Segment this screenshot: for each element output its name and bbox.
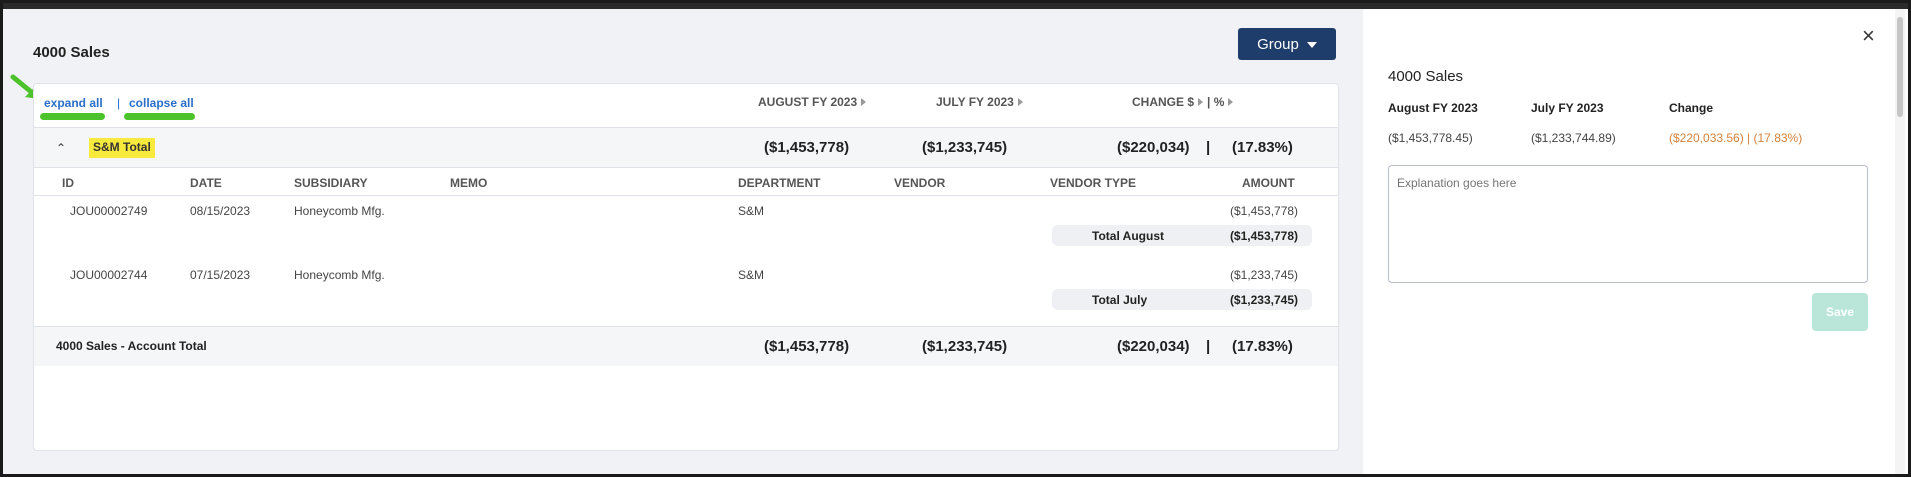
side-val-august: ($1,453,778.45)	[1388, 131, 1473, 145]
caret-down-icon	[1306, 42, 1317, 48]
total-august-row: Total August ($1,453,778)	[1052, 225, 1312, 246]
side-val-change: ($220,033.56) | (17.83%)	[1669, 131, 1803, 145]
close-icon[interactable]: ×	[1862, 23, 1875, 48]
expand-underline	[40, 113, 105, 120]
side-col-change: Change	[1669, 101, 1714, 115]
row1-amount: ($1,453,778)	[1230, 204, 1299, 218]
dh-vendor: VENDOR	[894, 176, 946, 190]
col-july[interactable]: JULY FY 2023	[936, 95, 1023, 109]
row1-department: S&M	[738, 204, 765, 218]
row2-id: JOU00002744	[70, 268, 148, 282]
total-august-value: ($1,453,778)	[1229, 229, 1298, 243]
sort-triangle-icon	[1228, 98, 1234, 106]
explanation-panel: × 4000 Sales August FY 2023 July FY 2023…	[1363, 9, 1908, 474]
top-strip	[3, 3, 1908, 9]
row2-amount: ($1,233,745)	[1230, 268, 1299, 282]
col-august[interactable]: AUGUST FY 2023	[758, 95, 867, 109]
dh-memo: MEMO	[450, 176, 488, 190]
group-july: ($1,233,745)	[922, 139, 1008, 156]
explanation-input[interactable]	[1388, 165, 1868, 283]
dh-department: DEPARTMENT	[738, 176, 821, 190]
row2-department: S&M	[738, 268, 765, 282]
account-change: ($220,034)	[1117, 338, 1190, 355]
collapse-underline	[124, 113, 195, 120]
report-header: expand all | collapse all AUGUST FY 2023…	[34, 84, 1338, 128]
account-pct: (17.83%)	[1232, 338, 1293, 355]
detail-header: ID DATE SUBSIDIARY MEMO DEPARTMENT VENDO…	[34, 168, 1338, 196]
collapse-all-link[interactable]: collapse all	[129, 96, 194, 110]
side-val-july: ($1,233,744.89)	[1531, 131, 1616, 145]
side-col-july: July FY 2023	[1531, 101, 1604, 115]
sort-triangle-icon	[1198, 98, 1204, 106]
row1-subsidiary: Honeycomb Mfg.	[294, 204, 385, 218]
page-title: 4000 Sales	[33, 44, 110, 61]
row2-subsidiary: Honeycomb Mfg.	[294, 268, 385, 282]
chevron-up-icon[interactable]: ⌃	[56, 141, 67, 155]
scrollbar[interactable]	[1895, 9, 1905, 474]
report-panel: 4000 Sales Group expand all | collapse a…	[3, 9, 1363, 474]
total-july-value: ($1,233,745)	[1229, 293, 1298, 307]
save-button[interactable]: Save	[1812, 293, 1868, 331]
dh-date: DATE	[190, 176, 222, 190]
total-july-row: Total July ($1,233,745)	[1052, 289, 1312, 310]
row2-date: 07/15/2023	[190, 268, 251, 282]
account-pipe: |	[1206, 338, 1211, 355]
row1-id: JOU00002749	[70, 204, 148, 218]
dh-subsidiary: SUBSIDIARY	[294, 176, 368, 190]
col-pct-label: | %	[1207, 95, 1225, 109]
account-august: ($1,453,778)	[764, 338, 850, 355]
dh-vendor-type: VENDOR TYPE	[1050, 176, 1137, 190]
group-august: ($1,453,778)	[764, 139, 850, 156]
group-pipe: |	[1206, 139, 1211, 156]
total-july-label: Total July	[1092, 293, 1148, 307]
group-change: ($220,034)	[1117, 139, 1190, 156]
dh-amount: AMOUNT	[1242, 176, 1295, 190]
expand-all-link[interactable]: expand all	[44, 96, 103, 110]
link-separator: |	[117, 96, 121, 110]
dh-id: ID	[62, 176, 74, 190]
report-card: expand all | collapse all AUGUST FY 2023…	[33, 83, 1339, 451]
sort-triangle-icon	[861, 98, 867, 106]
group-row: ⌃ S&M Total ($1,453,778) ($1,233,745) ($…	[34, 128, 1338, 168]
sort-triangle-icon	[1017, 98, 1023, 106]
account-total-row: 4000 Sales - Account Total ($1,453,778) …	[34, 326, 1338, 366]
account-total-label: 4000 Sales - Account Total	[56, 339, 207, 353]
side-title: 4000 Sales	[1388, 68, 1464, 85]
side-col-august: August FY 2023	[1388, 101, 1478, 115]
group-pct: (17.83%)	[1232, 139, 1293, 156]
scroll-thumb[interactable]	[1897, 17, 1903, 117]
total-august-label: Total August	[1092, 229, 1164, 243]
col-change[interactable]: CHANGE $ | %	[1132, 95, 1234, 109]
row1-date: 08/15/2023	[190, 204, 251, 218]
group-button[interactable]: Group	[1238, 28, 1336, 60]
account-july: ($1,233,745)	[922, 338, 1008, 355]
col-july-label: JULY FY 2023	[936, 95, 1014, 109]
col-august-label: AUGUST FY 2023	[758, 95, 858, 109]
col-change-label: CHANGE $	[1132, 95, 1195, 109]
group-button-label: Group	[1257, 35, 1299, 53]
group-label: S&M Total	[89, 138, 155, 158]
